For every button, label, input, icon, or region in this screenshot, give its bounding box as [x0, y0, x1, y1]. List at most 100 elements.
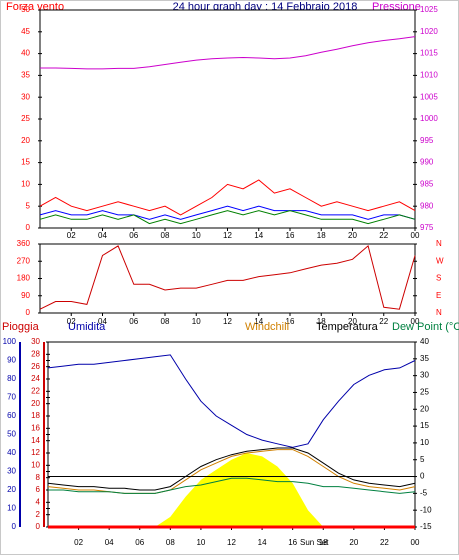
series-line — [39, 179, 416, 216]
y2-tick-label: N — [436, 239, 442, 248]
x-tick-label: 22 — [380, 538, 389, 547]
series-line — [39, 205, 416, 220]
y3-tick-label: 30 — [31, 337, 40, 346]
y2-tick-label: 980 — [420, 201, 434, 210]
x-tick-label: 06 — [135, 538, 144, 547]
y2-tick-label: 1025 — [420, 5, 438, 14]
y2-tick-label: 10 — [420, 438, 429, 447]
y2-tick-label: 35 — [420, 354, 429, 363]
y2-tick-label: 20 — [420, 404, 429, 413]
y3-tick-label: 8 — [36, 473, 41, 482]
y-tick-label: 50 — [21, 5, 30, 14]
y2-tick-label: 1000 — [420, 114, 438, 123]
x-tick-label: 06 — [129, 317, 138, 326]
series-line — [39, 210, 416, 225]
y2-tick-label: 1005 — [420, 92, 438, 101]
x-tick-label: 00 — [411, 538, 420, 547]
x-tick-label: 04 — [98, 317, 107, 326]
series-line — [39, 244, 416, 310]
solar-area — [48, 453, 415, 527]
y-tick-label: 30 — [21, 92, 30, 101]
y2-tick-label: 990 — [420, 158, 434, 167]
x-tick-label: 14 — [258, 538, 267, 547]
y-tick-label: 10 — [21, 180, 30, 189]
x-tick-label: 18 — [319, 538, 328, 547]
x-tick-label: 02 — [67, 317, 76, 326]
y-tick-label: 0 — [26, 308, 31, 317]
y2-tick-label: W — [436, 256, 444, 265]
x-tick-label: 14 — [254, 231, 263, 240]
y2-tick-label: 30 — [420, 371, 429, 380]
y-tick-label: 20 — [7, 485, 16, 494]
y2-tick-label: 25 — [420, 388, 429, 397]
y3-tick-label: 16 — [31, 423, 40, 432]
y-tick-label: 10 — [7, 504, 16, 513]
x-tick-label: 12 — [223, 231, 232, 240]
y2-tick-label: 1010 — [420, 71, 438, 80]
y3-tick-label: 24 — [31, 374, 40, 383]
y-tick-label: 30 — [7, 467, 16, 476]
series-line — [47, 354, 416, 448]
y2-tick-label: 995 — [420, 136, 434, 145]
legend-entry: Pioggia — [2, 321, 40, 333]
x-tick-label: 08 — [161, 231, 170, 240]
x-tick-label: 00 — [411, 231, 420, 240]
x-tick-label: 20 — [348, 317, 357, 326]
x-tick-label: 08 — [166, 538, 175, 547]
y2-tick-label: 1020 — [420, 27, 438, 36]
series-line — [47, 447, 416, 491]
y3-tick-label: 4 — [36, 497, 41, 506]
x-tick-label: 04 — [98, 231, 107, 240]
y2-tick-label: -5 — [420, 488, 428, 497]
x-tick-label: 22 — [379, 317, 388, 326]
x-tick-label: 10 — [192, 317, 201, 326]
y3-tick-label: 20 — [31, 399, 40, 408]
y-tick-label: 70 — [7, 393, 16, 402]
x-tick-label: 18 — [317, 231, 326, 240]
legend-entry: Umidita — [68, 321, 106, 333]
y2-tick-label: E — [436, 291, 441, 300]
x-tick-label: 02 — [67, 231, 76, 240]
y-tick-label: 0 — [12, 522, 17, 531]
y-tick-label: 20 — [21, 136, 30, 145]
y-tick-label: 360 — [17, 239, 31, 248]
legend-entry: Windchill — [245, 321, 289, 333]
y2-tick-label: 985 — [420, 180, 434, 189]
y3-tick-label: 12 — [31, 448, 40, 457]
y-tick-label: 5 — [26, 201, 31, 210]
y-tick-label: 35 — [21, 71, 30, 80]
y2-tick-label: 1015 — [420, 49, 438, 58]
x-tick-label: 20 — [349, 538, 358, 547]
y-tick-label: 25 — [21, 114, 30, 123]
plot-area — [39, 9, 416, 229]
y2-tick-label: S — [436, 274, 441, 283]
x-tick-label: 02 — [74, 538, 83, 547]
y-tick-label: 80 — [7, 374, 16, 383]
y-tick-label: 60 — [7, 411, 16, 420]
y3-tick-label: 2 — [36, 510, 41, 519]
x-tick-label: 20 — [348, 231, 357, 240]
legend-entry: Temperatura — [316, 321, 379, 333]
y-tick-label: 50 — [7, 430, 16, 439]
y-tick-label: 45 — [21, 27, 30, 36]
x-tick-label: 12 — [223, 317, 232, 326]
y-tick-label: 90 — [7, 356, 16, 365]
y2-tick-label: 40 — [420, 337, 429, 346]
y3-tick-label: 0 — [36, 522, 41, 531]
y-tick-label: 40 — [7, 448, 16, 457]
x-tick-label: 12 — [227, 538, 236, 547]
y3-tick-label: 28 — [31, 349, 40, 358]
y-tick-label: 90 — [21, 291, 30, 300]
x-tick-label: 10 — [192, 231, 201, 240]
y3-tick-label: 22 — [31, 386, 40, 395]
x-tick-label: 04 — [105, 538, 114, 547]
y2-tick-label: 15 — [420, 421, 429, 430]
x-tick-label: 14 — [254, 317, 263, 326]
y3-tick-label: 6 — [36, 485, 41, 494]
y2-tick-label: -10 — [420, 505, 432, 514]
y-tick-label: 270 — [17, 256, 31, 265]
series-line — [40, 36, 416, 70]
y3-tick-label: 14 — [31, 436, 40, 445]
x-tick-label: 22 — [379, 231, 388, 240]
